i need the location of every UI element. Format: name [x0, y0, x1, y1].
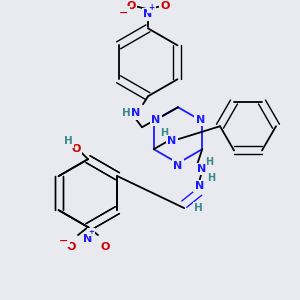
- Text: +: +: [88, 229, 94, 235]
- Text: N: N: [167, 136, 176, 146]
- Text: O: O: [126, 2, 136, 11]
- Text: N: N: [143, 9, 153, 20]
- Text: H: H: [160, 128, 168, 138]
- Text: H: H: [207, 173, 215, 183]
- Text: H: H: [122, 108, 130, 118]
- Text: N: N: [131, 108, 141, 118]
- Text: N: N: [151, 115, 160, 125]
- Text: N: N: [196, 115, 205, 125]
- Text: O: O: [71, 144, 81, 154]
- Text: N: N: [196, 164, 206, 174]
- Text: O: O: [160, 2, 170, 11]
- Text: −: −: [59, 236, 69, 246]
- Text: O: O: [66, 242, 76, 252]
- Text: +: +: [148, 3, 154, 12]
- Text: N: N: [83, 234, 93, 244]
- Text: H: H: [64, 136, 72, 146]
- Text: N: N: [195, 181, 204, 191]
- Text: H: H: [194, 203, 203, 213]
- Text: N: N: [173, 160, 183, 171]
- Text: H: H: [205, 157, 213, 167]
- Text: O: O: [100, 242, 110, 252]
- Text: −: −: [119, 8, 129, 17]
